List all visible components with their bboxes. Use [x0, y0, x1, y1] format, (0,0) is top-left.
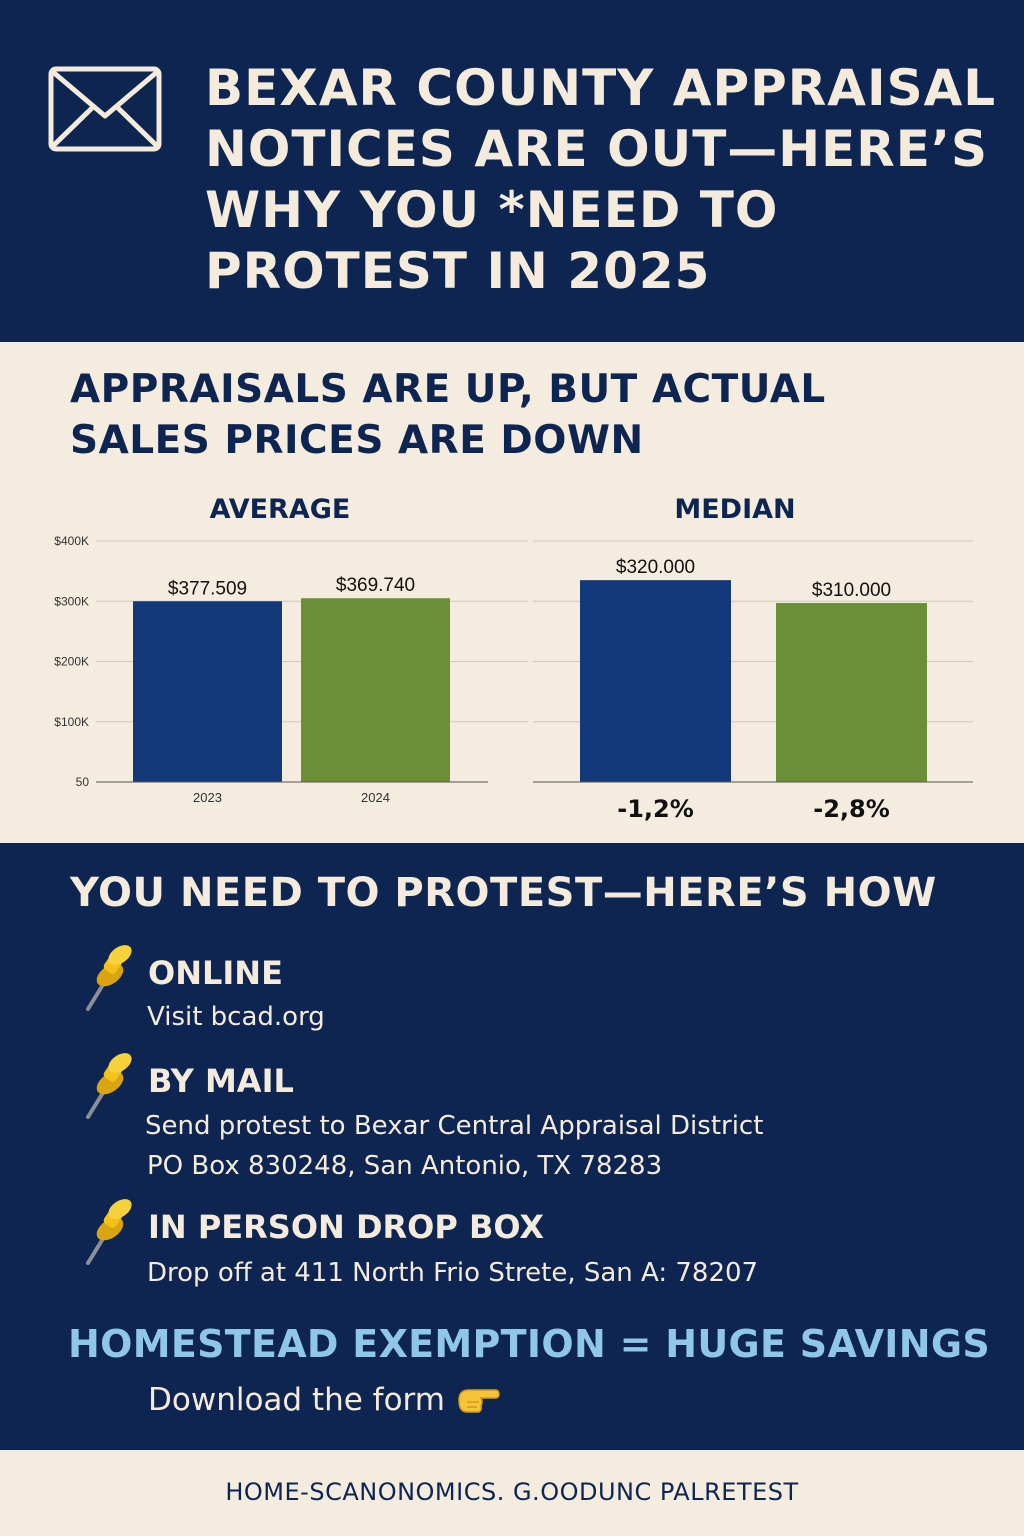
chart-title: MEDIAN	[674, 494, 795, 525]
bar	[133, 601, 282, 782]
download-form-link[interactable]: Download the form	[148, 1375, 501, 1425]
bar	[301, 598, 450, 782]
data-label: $320.000	[616, 557, 695, 578]
chart-heading: APPRAISALS ARE UP, BUT ACTUAL SALES PRIC…	[70, 367, 826, 463]
bar	[580, 580, 731, 782]
page-title: BEXAR COUNTY APPRAISAL NOTICES ARE OUT—H…	[205, 59, 997, 300]
method-text: Visit bcad.org	[147, 1002, 325, 1032]
data-label: $310.000	[812, 580, 891, 601]
method-title: IN PERSON DROP BOX	[148, 1208, 545, 1246]
x-tick-label: 2023	[193, 790, 222, 805]
data-label: $369.740	[336, 575, 415, 596]
pushpin-icon	[86, 1199, 132, 1265]
change-label: -2,8%	[813, 795, 890, 823]
chart-section: APPRAISALS ARE UP, BUT ACTUAL SALES PRIC…	[0, 342, 1024, 843]
pushpin-icon	[86, 945, 132, 1011]
homestead-heading: HOMESTEAD EXEMPTION = HUGE SAVINGS	[68, 1322, 990, 1366]
bar-charts: AVERAGE 50 $100K $200K $300K $400K $377.509 202…	[54, 494, 973, 823]
y-tick-label: 50	[76, 775, 90, 789]
method-title: ONLINE	[148, 954, 283, 992]
method-text: PO Box 830248, San Antonio, TX 78283	[147, 1151, 663, 1181]
chart-title: AVERAGE	[210, 494, 351, 525]
x-tick-label: 2024	[361, 790, 390, 805]
y-tick-label: $200K	[54, 655, 89, 669]
method-title: BY MAIL	[148, 1062, 294, 1100]
change-label: -1,2%	[617, 795, 694, 823]
protest-section: YOU NEED TO PROTEST—HERE’S HOW ONLINE Vi…	[0, 843, 1024, 1450]
footer: HOME-SCANONOMICS. G.OODUNC PALRETEST	[0, 1450, 1024, 1536]
bar	[776, 603, 927, 782]
envelope-icon	[48, 66, 162, 152]
footer-text: HOME-SCANONOMICS. G.OODUNC PALRETEST	[225, 1478, 799, 1506]
header: BEXAR COUNTY APPRAISAL NOTICES ARE OUT—H…	[0, 0, 1024, 342]
method-text: Drop off at 411 North Frio Strete, San A…	[147, 1258, 759, 1288]
y-tick-label: $300K	[54, 594, 89, 608]
data-label: $377.509	[168, 578, 247, 599]
y-tick-label: $400K	[54, 534, 89, 548]
y-tick-label: $100K	[54, 715, 89, 729]
download-label: Download the form	[148, 1382, 445, 1418]
pointing-hand-icon	[458, 1389, 500, 1413]
pushpin-icon	[86, 1053, 132, 1119]
method-text: Send protest to Bexar Central Appraisal …	[145, 1111, 764, 1141]
protest-heading: YOU NEED TO PROTEST—HERE’S HOW	[70, 870, 937, 916]
